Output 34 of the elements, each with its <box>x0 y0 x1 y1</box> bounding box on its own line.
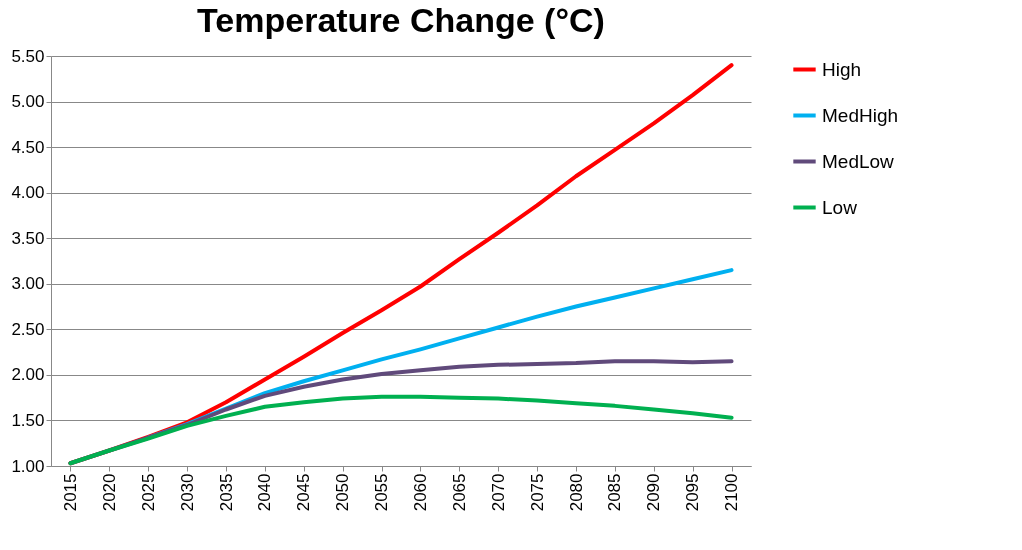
x-tick-label: 2075 <box>527 473 547 512</box>
x-tick-label: 2050 <box>333 473 353 512</box>
chart-title: Temperature Change (°C) <box>197 1 605 39</box>
y-tick-label: 5.50 <box>11 46 45 66</box>
legend-label: High <box>822 58 862 80</box>
x-tick-label: 2030 <box>177 473 197 512</box>
line-series <box>68 394 734 466</box>
y-tick-label: 4.00 <box>11 183 45 203</box>
legend-label: Low <box>822 196 858 218</box>
x-tick-label: 2080 <box>566 473 586 512</box>
legend-label: MedHigh <box>822 104 899 126</box>
y-tick-label: 1.50 <box>11 410 45 430</box>
x-tick-label: 2090 <box>644 473 664 512</box>
y-tick-label: 1.00 <box>11 456 45 476</box>
legend-label: MedLow <box>822 150 895 172</box>
y-tick-label: 3.50 <box>11 228 45 248</box>
x-tick-label: 2100 <box>722 473 742 512</box>
x-tick-label: 2015 <box>60 473 80 512</box>
y-tick-label: 4.50 <box>11 137 45 157</box>
x-tick-label: 2055 <box>372 473 392 512</box>
x-tick-label: 2025 <box>138 473 158 512</box>
x-tick-label: 2085 <box>605 473 625 512</box>
y-tick-label: 2.50 <box>11 319 45 339</box>
y-tick-label: 5.00 <box>11 92 45 112</box>
x-tick-label: 2070 <box>488 473 508 512</box>
x-tick-label: 2035 <box>216 473 236 512</box>
x-tick-label: 2065 <box>449 473 469 512</box>
x-tick-label: 2040 <box>255 473 275 512</box>
x-tick-label: 2060 <box>410 473 430 512</box>
y-tick-label: 2.00 <box>11 365 45 385</box>
x-tick-label: 2045 <box>294 473 314 512</box>
y-tick-label: 3.00 <box>11 274 45 294</box>
x-tick-label: 2095 <box>683 473 703 512</box>
x-tick-label: 2020 <box>99 473 119 512</box>
